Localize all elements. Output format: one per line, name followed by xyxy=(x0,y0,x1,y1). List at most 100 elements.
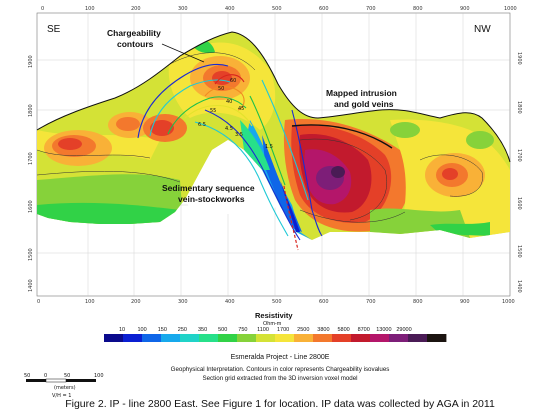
legend-swatch xyxy=(389,334,409,342)
annotation-line: Sedimentary sequence xyxy=(162,183,255,193)
tick-label: 700 xyxy=(366,299,376,305)
tick-label: 500 xyxy=(272,6,282,12)
topography-line xyxy=(36,31,511,163)
legend-colorbar xyxy=(104,334,447,342)
legend-swatch xyxy=(218,334,238,342)
legend-swatch xyxy=(256,334,276,342)
contour-label: 50 xyxy=(218,86,224,92)
tick-label: 1700 xyxy=(28,152,34,165)
annotation-intrusion: Mapped intrusion and gold veins xyxy=(326,88,397,109)
contour-label: 1.5 xyxy=(265,144,273,150)
tick-label: 1700 xyxy=(516,149,522,162)
legend-swatch xyxy=(294,334,314,342)
tick-label: 200 xyxy=(131,6,141,12)
contour-label: 40 xyxy=(226,99,232,105)
chargeability-contours xyxy=(137,63,323,241)
tick-label: 500 xyxy=(272,299,282,305)
annotation-line: vein-stockworks xyxy=(178,194,245,204)
contour-label: 45 xyxy=(238,106,244,112)
tick-label: 1900 xyxy=(516,52,522,65)
top-axis-ticks: 0 100 200 300 400 500 600 700 800 900 10… xyxy=(41,6,517,12)
scale-bar: 50 0 50 100 (meters) V/H = 1 xyxy=(24,373,104,399)
legend-value: 100 xyxy=(138,327,147,333)
fault-trace xyxy=(283,185,299,251)
legend-value: 10 xyxy=(119,327,125,333)
legend-swatch xyxy=(370,334,390,342)
tick-label: 800 xyxy=(413,299,423,305)
tick-label: 600 xyxy=(319,6,329,12)
legend-value: 8700 xyxy=(358,327,370,333)
legend-value: 500 xyxy=(218,327,227,333)
contour-label: 6.5 xyxy=(198,122,206,128)
tick-label: 300 xyxy=(178,6,188,12)
tick-label: 1400 xyxy=(28,279,34,292)
tick-label: 0 xyxy=(41,6,44,12)
right-elevation-ticks: 1900 1800 1700 1600 1500 1400 xyxy=(516,52,522,293)
contour-label: 60 xyxy=(230,78,236,84)
tick-label: 100 xyxy=(85,299,95,305)
tick-label: 1800 xyxy=(516,101,522,114)
project-description: Geophysical Interpretation. Contours in … xyxy=(170,366,390,373)
project-grid-note: Section grid extracted from the 3D inver… xyxy=(202,375,358,382)
scale-tick: 50 xyxy=(64,373,70,379)
intrusion-boundary xyxy=(291,124,393,149)
tick-label: 1600 xyxy=(28,200,34,213)
bottom-axis-ticks: 0 100 200 300 400 500 600 700 800 900 10… xyxy=(37,299,515,305)
sedimentary-cutout xyxy=(186,140,280,214)
contour-label: 55 xyxy=(210,108,216,114)
legend-labels: 10 100 150 250 350 500 750 1100 1700 2500 3800 5800… xyxy=(119,327,412,333)
tick-label: 1000 xyxy=(502,299,515,305)
resistivity-section xyxy=(37,32,510,240)
annotation-chargeability: Chargeability contours xyxy=(107,28,205,63)
legend-swatch xyxy=(275,334,295,342)
annotation-line: and gold veins xyxy=(334,99,394,109)
tick-label: 1400 xyxy=(516,280,522,293)
tick-label: 1800 xyxy=(28,104,34,117)
legend-value: 13000 xyxy=(376,327,391,333)
tick-label: 700 xyxy=(366,6,376,12)
legend-title: Resistivity xyxy=(255,311,293,320)
legend-value: 1700 xyxy=(277,327,289,333)
legend-swatch xyxy=(313,334,333,342)
legend-swatch xyxy=(123,334,143,342)
se-label: SE xyxy=(47,24,61,35)
legend-value: 350 xyxy=(198,327,207,333)
tick-label: 1000 xyxy=(504,6,517,12)
contour-labels: 40 45 50 55 60 6.5 4.5 3.5 1.5 xyxy=(198,78,273,150)
scale-tick: 100 xyxy=(94,373,104,379)
legend-value: 29000 xyxy=(396,327,411,333)
tick-label: 400 xyxy=(225,6,235,12)
annotation-sedimentary: Sedimentary sequence vein-stockworks xyxy=(162,183,255,204)
annotation-line: Chargeability xyxy=(107,28,161,38)
legend-value: 150 xyxy=(158,327,167,333)
annotation-line: Mapped intrusion xyxy=(326,88,397,98)
scale-tick: 0 xyxy=(44,373,47,379)
left-elevation-ticks: 1900 1800 1700 1600 1500 1400 xyxy=(28,55,34,292)
legend-unit: Ohm-m xyxy=(263,321,282,327)
legend-value: 750 xyxy=(238,327,247,333)
scale-tick: 50 xyxy=(24,373,30,379)
tick-label: 0 xyxy=(37,299,40,305)
legend-value: 1100 xyxy=(257,327,269,333)
legend-swatch xyxy=(351,334,371,342)
figure-caption: Figure 2. IP - line 2800 East. See Figur… xyxy=(65,398,495,410)
contour-label: 4.5 xyxy=(225,126,233,132)
legend-swatch xyxy=(408,334,428,342)
legend-value: 250 xyxy=(178,327,187,333)
legend-swatch xyxy=(332,334,352,342)
tick-label: 400 xyxy=(225,299,235,305)
tick-label: 800 xyxy=(413,6,423,12)
annotation-line: contours xyxy=(117,39,154,49)
scale-ratio: V/H = 1 xyxy=(52,393,71,399)
legend-value: 3800 xyxy=(317,327,329,333)
tick-label: 600 xyxy=(319,299,329,305)
tick-label: 1600 xyxy=(516,197,522,210)
tick-label: 1500 xyxy=(28,248,34,261)
scale-unit: (meters) xyxy=(54,385,76,391)
legend-swatch xyxy=(142,334,162,342)
contour-label: 3.5 xyxy=(235,132,243,138)
project-title: Esmeralda Project - Line 2800E xyxy=(230,354,330,361)
tick-label: 200 xyxy=(131,299,141,305)
legend-swatch xyxy=(199,334,219,342)
